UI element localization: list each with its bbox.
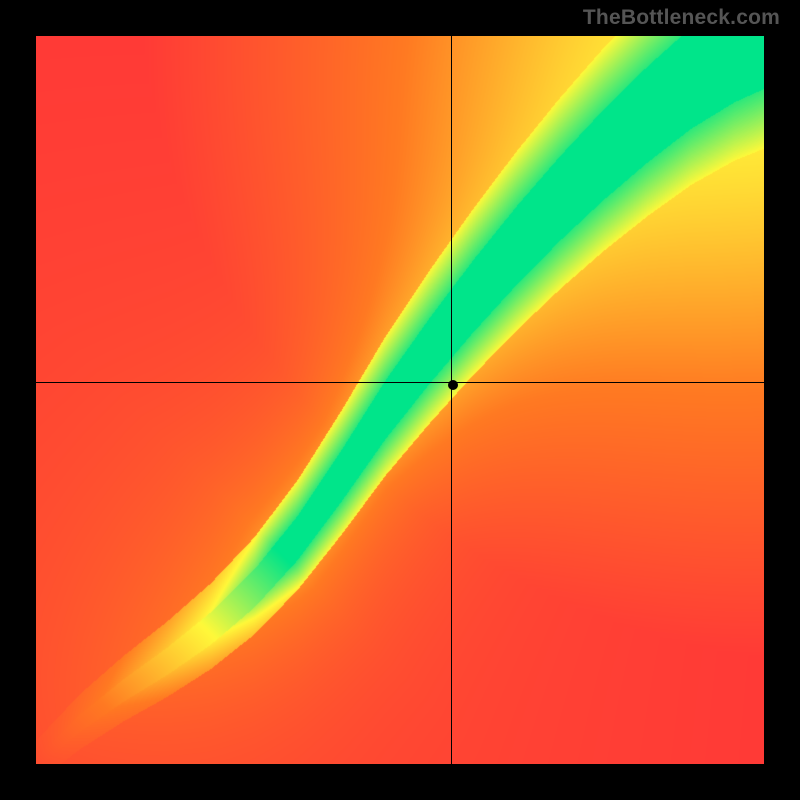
heatmap-canvas bbox=[36, 36, 764, 764]
plot-area bbox=[36, 36, 764, 764]
chart-frame: TheBottleneck.com bbox=[0, 0, 800, 800]
attribution-label: TheBottleneck.com bbox=[583, 6, 780, 30]
